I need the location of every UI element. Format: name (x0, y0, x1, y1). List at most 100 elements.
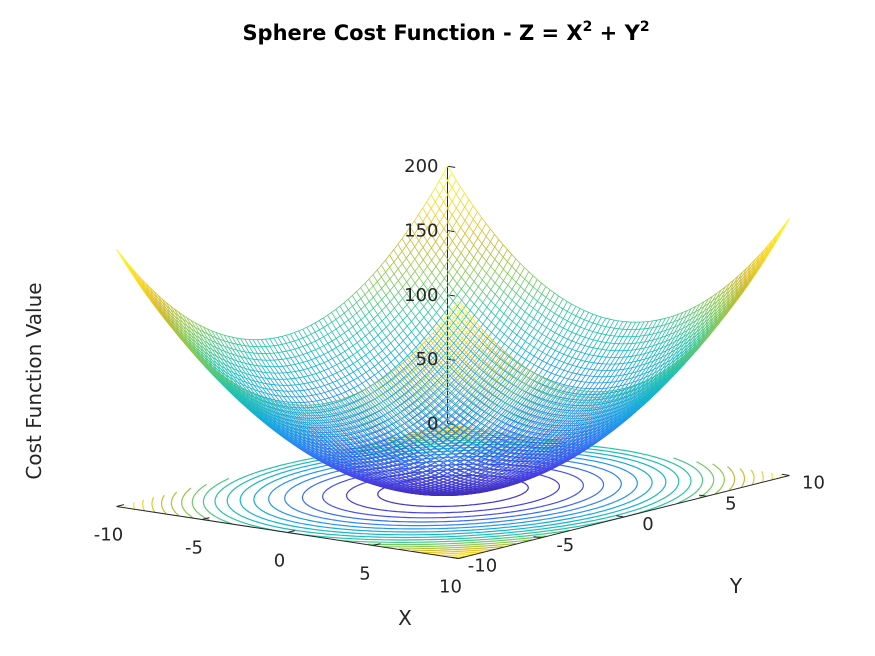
mesh-line (554, 305, 560, 314)
mesh-line (441, 384, 447, 390)
mesh-line (499, 333, 505, 341)
mesh-line (488, 416, 494, 422)
mesh-line (492, 404, 498, 411)
mesh-line (423, 283, 429, 291)
mesh-line (597, 349, 603, 357)
mesh-line (669, 326, 675, 330)
mesh-line (457, 351, 463, 358)
mesh-line (578, 431, 583, 437)
mesh-line (477, 274, 483, 281)
mesh-line (606, 381, 612, 389)
mesh-line (764, 253, 770, 261)
mesh-line (614, 328, 619, 337)
mesh-line (529, 361, 535, 366)
mesh-line (420, 370, 426, 377)
mesh-line (631, 349, 637, 357)
mesh-line (640, 353, 646, 361)
mesh-line (691, 331, 697, 339)
mesh-line (490, 234, 495, 242)
mesh-line (487, 357, 493, 362)
mesh-line (443, 180, 448, 188)
mesh-line (482, 334, 488, 339)
mesh-line (406, 315, 412, 322)
mesh-line (439, 260, 445, 267)
mesh-line (458, 392, 464, 397)
mesh-line (411, 351, 417, 358)
mesh-line (508, 340, 514, 348)
mesh-line (456, 283, 462, 290)
mesh-line (490, 241, 496, 248)
mesh-line (415, 332, 421, 338)
mesh-line (563, 336, 568, 340)
mesh-line (423, 327, 429, 334)
mesh-line (500, 358, 505, 363)
mesh-line (431, 260, 437, 267)
contour-line (214, 441, 692, 541)
mesh-line (567, 357, 573, 365)
mesh-line (602, 376, 608, 384)
mesh-line (648, 345, 654, 353)
mesh-line (594, 399, 600, 406)
mesh-line (674, 329, 679, 333)
mesh-line (607, 392, 612, 394)
mesh-line (546, 320, 551, 328)
mesh-line (439, 272, 445, 279)
mesh-line (348, 316, 353, 321)
mesh-line (606, 376, 612, 383)
mesh-line (539, 423, 545, 429)
mesh-line (567, 331, 573, 340)
mesh-line (627, 349, 633, 358)
mesh-line (318, 317, 324, 321)
mesh-line (593, 363, 599, 371)
mesh-line (449, 371, 455, 377)
mesh-line (459, 431, 464, 436)
contour-line (696, 461, 715, 499)
contour-plot (124, 424, 782, 558)
mesh-line (700, 321, 706, 330)
mesh-line (534, 388, 540, 391)
mesh-line (347, 295, 353, 300)
mesh-line (580, 360, 586, 368)
mesh-line (443, 194, 449, 202)
mesh-line (421, 422, 426, 426)
mesh-line (407, 336, 412, 343)
mesh-line (640, 335, 645, 337)
mesh-line (687, 338, 693, 346)
mesh-line (419, 306, 425, 312)
mesh-line (419, 283, 424, 290)
mesh-line (623, 362, 629, 370)
mesh-line (462, 356, 467, 362)
mesh-line (611, 396, 617, 403)
mesh-line (515, 282, 521, 287)
mesh-line (648, 350, 654, 358)
mesh-line (524, 321, 530, 326)
mesh-line (465, 316, 471, 322)
mesh-line (542, 360, 548, 364)
mesh-line (452, 253, 458, 260)
mesh-line (575, 335, 581, 343)
mesh-line (508, 356, 514, 361)
mesh-line (549, 289, 555, 294)
mesh-line (420, 407, 426, 412)
mesh-line (453, 332, 459, 339)
mesh-line (474, 355, 480, 360)
mesh-line (580, 368, 586, 375)
mesh-line (434, 201, 440, 209)
mesh-line (425, 411, 430, 416)
mesh-line (653, 344, 658, 352)
mesh-line (574, 436, 579, 441)
mesh-line (490, 311, 496, 317)
mesh-line (491, 321, 496, 327)
mesh-line (460, 200, 466, 208)
mesh-line (419, 352, 425, 358)
mesh-line (572, 380, 578, 388)
mesh-line (580, 367, 586, 369)
mesh-line (592, 322, 598, 325)
mesh-line (610, 369, 616, 377)
mesh-line (432, 333, 438, 339)
mesh-line (527, 446, 533, 451)
mesh-line (477, 217, 483, 226)
mesh-line (427, 317, 433, 324)
mesh-line (394, 358, 400, 364)
mesh-line (509, 414, 515, 420)
